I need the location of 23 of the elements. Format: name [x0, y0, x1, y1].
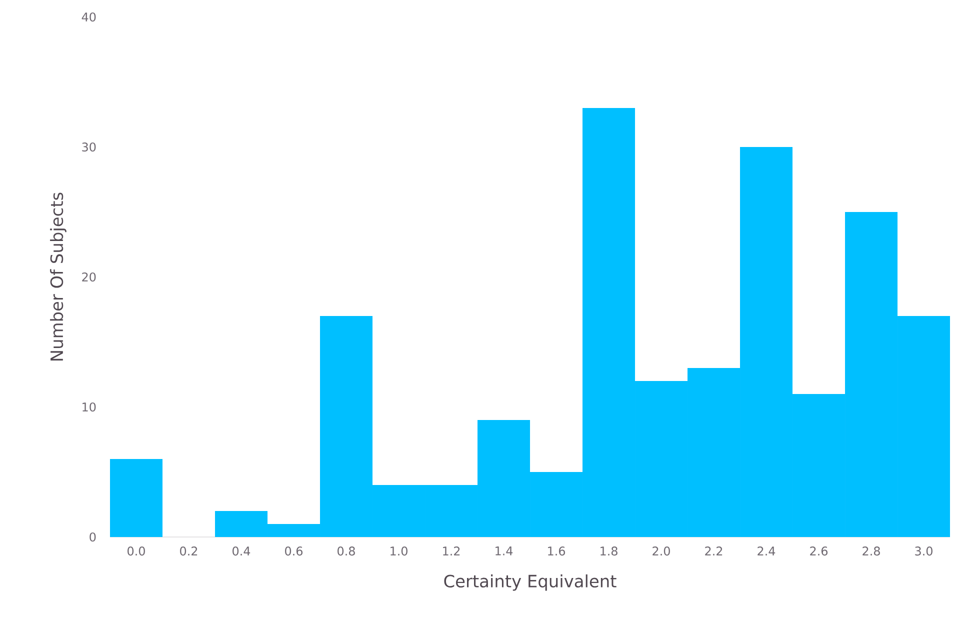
x-tick-label: 1.0 [390, 546, 408, 556]
x-tick-label: 0.8 [338, 546, 355, 556]
x-tick-label: 2.6 [810, 546, 828, 556]
x-tick-label: 1.6 [548, 546, 566, 556]
x-tick-label: 3.0 [915, 546, 932, 556]
x-tick-label: 2.4 [758, 546, 776, 556]
x-axis-title: Certainty Equivalent [444, 574, 616, 591]
y-tick-label: 40 [82, 12, 96, 22]
x-tick-label: 0.4 [232, 546, 250, 556]
x-tick-label: 1.8 [600, 546, 618, 556]
x-tick-label: 2.0 [652, 546, 670, 556]
x-tick-label: 1.4 [496, 546, 513, 556]
x-tick-label: 0.0 [128, 546, 145, 556]
x-tick-label: 2.2 [705, 546, 722, 556]
x-tick-label: 0.6 [285, 546, 303, 556]
y-tick-label: 20 [82, 272, 96, 282]
y-tick-label: 0 [90, 532, 96, 542]
x-tick-label: 1.2 [443, 546, 460, 556]
y-tick-label: 10 [82, 402, 96, 412]
x-tick-label: 0.2 [180, 546, 198, 556]
x-tick-label: 2.8 [862, 546, 880, 556]
y-tick-label: 30 [82, 142, 96, 152]
y-axis-title: Number Of Subjects [50, 192, 66, 360]
